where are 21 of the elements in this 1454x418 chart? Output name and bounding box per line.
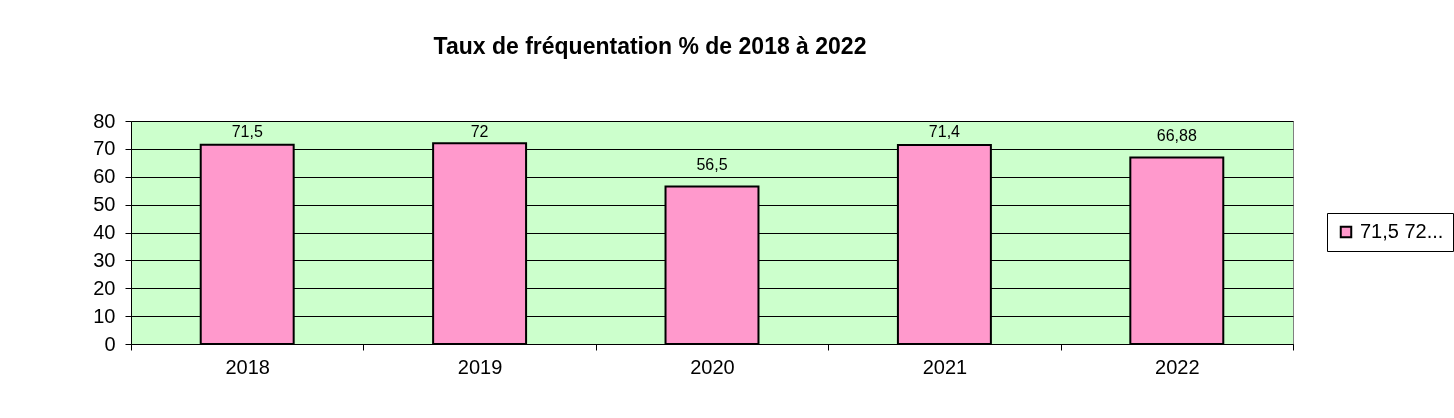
data-label: 66,88 <box>1156 126 1197 144</box>
data-label: 71,5 <box>231 122 263 140</box>
y-tick-label: 40 <box>93 221 116 243</box>
x-tick-label: 2019 <box>457 355 503 378</box>
x-tick-label: 2018 <box>225 355 270 378</box>
data-label: 56,5 <box>696 155 728 173</box>
y-tick-label: 70 <box>93 137 116 160</box>
x-tick-label: 2021 <box>922 355 968 378</box>
data-label: 72 <box>470 122 489 140</box>
y-tick-label: 50 <box>93 193 116 216</box>
chart-title: Taux de fréquentation % de 2018 à 2022 <box>433 33 867 59</box>
y-tick-label: 80 <box>93 109 116 132</box>
legend-label: 71,5 72... <box>1360 220 1444 242</box>
y-tick-label: 0 <box>104 332 116 355</box>
y-tick-label: 60 <box>93 165 116 188</box>
data-label: 71,4 <box>928 122 961 140</box>
y-tick-label: 30 <box>93 248 116 271</box>
y-tick-label: 20 <box>93 276 116 299</box>
y-tick-label: 10 <box>93 304 116 327</box>
x-tick-label: 2022 <box>1155 355 1200 378</box>
x-tick-label: 2020 <box>690 355 735 378</box>
